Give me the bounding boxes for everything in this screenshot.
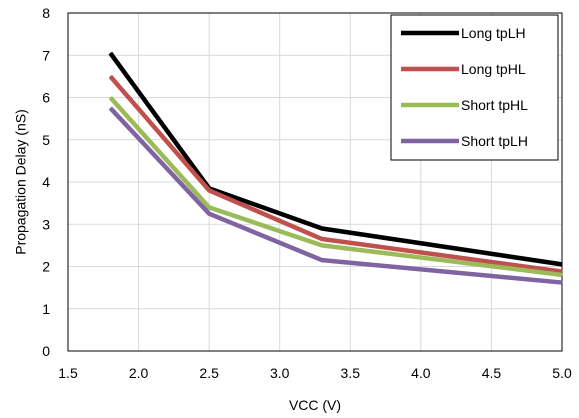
series-point bbox=[208, 213, 210, 215]
series-point bbox=[109, 107, 111, 109]
series-point bbox=[208, 206, 210, 208]
series-point bbox=[561, 271, 563, 273]
series-point bbox=[109, 52, 111, 54]
series-line-short-tphl bbox=[108, 95, 563, 278]
series-point bbox=[321, 244, 323, 246]
legend-label: Long tpHL bbox=[461, 61, 526, 77]
x-tick-labels: 1.5 2.0 2.5 3.0 3.5 4.0 4.5 5.0 bbox=[58, 365, 572, 381]
y-tick-labels: 0 1 2 3 4 5 6 7 8 bbox=[42, 5, 50, 359]
x-axis-label: VCC (V) bbox=[289, 397, 341, 413]
x-tick-label: 4.5 bbox=[482, 365, 502, 381]
series-point bbox=[561, 274, 563, 276]
y-tick-label: 2 bbox=[42, 259, 50, 275]
series-line-long-tplh bbox=[108, 51, 563, 267]
legend-box bbox=[390, 14, 559, 161]
legend-label: Short tpLH bbox=[461, 133, 528, 149]
x-tick-label: 3.0 bbox=[270, 365, 290, 381]
x-tick-label: 4.0 bbox=[411, 365, 431, 381]
legend-label: Long tpLH bbox=[461, 25, 526, 41]
x-tick-label: 5.0 bbox=[552, 365, 572, 381]
series-point bbox=[321, 238, 323, 240]
y-tick-label: 5 bbox=[42, 132, 50, 148]
y-tick-label: 8 bbox=[42, 5, 50, 21]
series-point bbox=[321, 227, 323, 229]
series-point bbox=[321, 259, 323, 261]
series-line-short-tplh bbox=[108, 106, 563, 285]
series-point bbox=[208, 189, 210, 191]
x-tick-label: 1.5 bbox=[58, 365, 78, 381]
legend-label: Short tpHL bbox=[461, 97, 528, 113]
series-point bbox=[109, 97, 111, 98]
x-tick-label: 3.5 bbox=[341, 365, 361, 381]
y-axis-label: Propagation Delay (nS) bbox=[13, 109, 29, 255]
series-point bbox=[561, 263, 563, 265]
y-tick-label: 4 bbox=[42, 174, 50, 190]
series-line-long-tphl bbox=[108, 74, 563, 274]
x-tick-label: 2.0 bbox=[129, 365, 149, 381]
y-tick-label: 3 bbox=[42, 216, 50, 232]
plot-area-frame bbox=[67, 12, 563, 352]
series-point bbox=[561, 282, 563, 284]
series-lines bbox=[108, 51, 563, 285]
y-tick-label: 7 bbox=[42, 47, 50, 63]
legend: Long tpLH Long tpHL Short tpHL Short tpLH bbox=[390, 14, 559, 161]
x-tick-label: 2.5 bbox=[199, 365, 219, 381]
series-point bbox=[109, 75, 111, 77]
y-tick-label: 6 bbox=[42, 90, 50, 106]
y-tick-label: 0 bbox=[42, 343, 50, 359]
y-tick-label: 1 bbox=[42, 301, 50, 317]
